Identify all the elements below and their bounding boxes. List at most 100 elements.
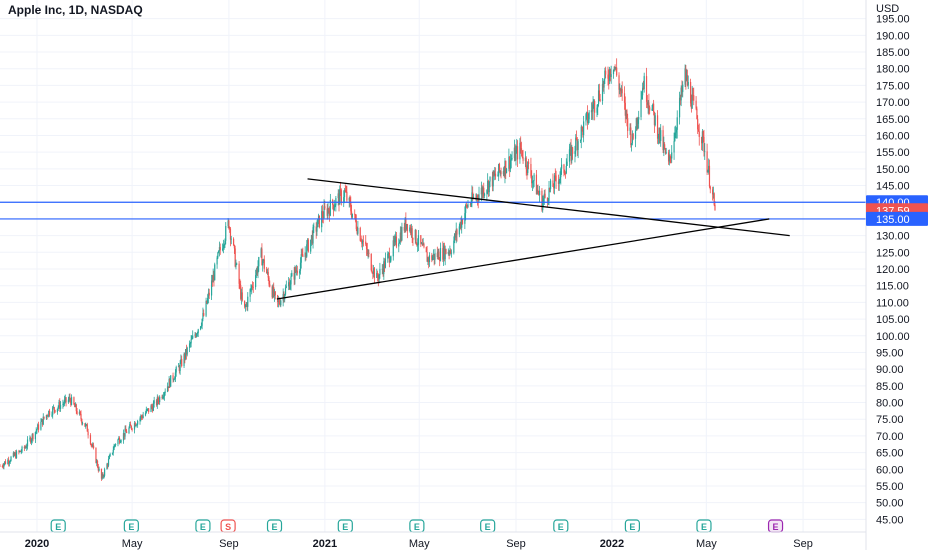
candle-body (338, 193, 340, 205)
candle-body (8, 462, 11, 464)
earnings-marker[interactable]: E (50, 519, 66, 533)
candle-body (230, 238, 232, 240)
candle-body (476, 195, 479, 199)
candle-body (192, 335, 194, 339)
candle-body (564, 173, 567, 175)
candle-body (185, 349, 187, 359)
price-tag: 135.00 (866, 211, 928, 226)
earnings-marker[interactable]: E (409, 519, 425, 533)
candle-body (538, 190, 541, 196)
candle-body (295, 270, 298, 272)
candle-body (200, 325, 202, 327)
candle-body (571, 147, 573, 161)
candle-body (614, 66, 616, 69)
candle-body (552, 180, 554, 187)
candle-body (510, 159, 512, 161)
earnings-marker[interactable]: E (696, 519, 712, 533)
candle-body (354, 213, 356, 215)
candle-body (289, 284, 291, 290)
candle-body (54, 410, 56, 413)
candle-body (293, 272, 295, 280)
candle-body (673, 141, 675, 153)
earnings-marker[interactable]: E (767, 519, 784, 533)
earnings-marker[interactable]: E (480, 519, 496, 533)
candle-body (487, 180, 490, 193)
candle-body (158, 400, 160, 403)
candle-body (350, 211, 353, 218)
candle-body (134, 423, 136, 427)
candle-body (299, 262, 302, 271)
candle-body (531, 181, 534, 184)
candle-body (624, 102, 626, 116)
candle-body (244, 306, 247, 307)
candle-body (68, 397, 70, 400)
candle-body (459, 222, 461, 227)
candle-body (45, 414, 48, 419)
candle-body (445, 249, 447, 254)
candle-body (477, 198, 479, 201)
svg-text:E: E (55, 522, 61, 532)
y-tick-label: 95.00 (876, 347, 904, 359)
trendlines[interactable] (276, 178, 790, 300)
candle-body (262, 261, 264, 266)
earnings-marker[interactable]: E (123, 519, 139, 533)
candle-body (46, 414, 48, 417)
earnings-marker[interactable]: E (553, 519, 569, 533)
candle-body (590, 110, 593, 113)
candle-body (681, 87, 683, 93)
candle-body (290, 276, 292, 285)
candle-body (399, 232, 401, 242)
candle-body (367, 252, 369, 255)
earnings-marker[interactable]: E (624, 519, 640, 533)
earnings-marker[interactable]: E (337, 519, 353, 533)
candle-body (596, 107, 598, 113)
candle-body (37, 424, 40, 430)
candle-body (612, 69, 615, 75)
candle-body (194, 334, 196, 336)
candle-body (208, 292, 210, 296)
candle-body (136, 424, 138, 426)
candle-body (651, 108, 653, 111)
trendline-ascending[interactable] (276, 218, 770, 300)
candle-body (247, 296, 249, 307)
candle-body (251, 285, 254, 287)
candle-body (340, 190, 342, 202)
svg-text:E: E (200, 522, 206, 532)
earnings-marker[interactable]: E (266, 519, 283, 533)
candle-body (227, 220, 229, 226)
candle-body (354, 214, 357, 221)
y-tick-label: 125.00 (876, 247, 910, 259)
horizontal-lines[interactable] (0, 201, 866, 220)
candle-body (465, 205, 467, 214)
trendline-descending[interactable] (307, 178, 790, 237)
candle-body (100, 468, 103, 479)
candle-body (90, 444, 92, 446)
candle-body (373, 268, 375, 275)
candle-body (487, 180, 489, 191)
y-tick-label: 160.00 (876, 130, 910, 142)
candle-body (616, 67, 618, 76)
time-axis[interactable]: 2020 May Sep 2021 May Sep 2022 May Sep (25, 538, 813, 550)
candle-body (505, 160, 507, 174)
candle-body (591, 110, 593, 112)
earnings-marker[interactable]: E (195, 519, 211, 533)
price-axis[interactable]: 45.00 50.00 55.00 60.00 65.00 70.00 75.00 80.00… (876, 14, 910, 527)
candle-body (542, 198, 545, 202)
candle-body (357, 227, 359, 234)
candle-body (449, 250, 451, 254)
candle-body (560, 168, 562, 178)
candle-body (299, 270, 301, 274)
candle-body (95, 447, 97, 463)
candle-body (481, 187, 483, 195)
split-marker[interactable]: S (220, 519, 236, 533)
candle-body (81, 419, 83, 424)
candle-body (505, 168, 508, 174)
candle-body (605, 70, 607, 75)
candle-body (348, 198, 350, 201)
candle-body (370, 253, 372, 271)
candle-body (553, 175, 556, 189)
candle-body (139, 418, 141, 422)
candle-body (260, 248, 262, 258)
candle-body (189, 343, 191, 345)
